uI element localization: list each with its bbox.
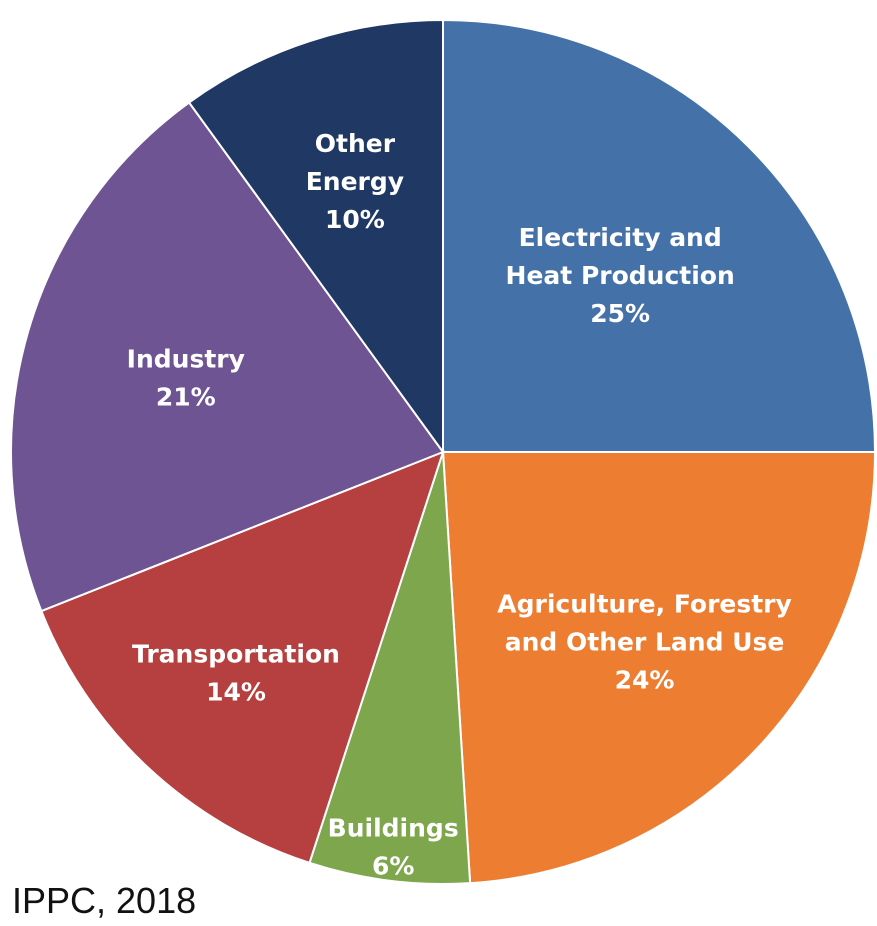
pie-slice — [40, 450, 445, 865]
slice-value-label: 14% — [206, 677, 266, 706]
slice-name-label: and Other Land Use — [505, 627, 785, 656]
slice-name-label: Buildings — [328, 813, 459, 842]
slice-value-label: 25% — [590, 299, 650, 328]
slice-value-label: 10% — [325, 205, 385, 234]
pie-slice — [187, 18, 444, 456]
pie-slice — [441, 451, 877, 885]
slice-value-label: 6% — [372, 851, 414, 880]
slice-name-label: Agriculture, Forestry — [497, 589, 792, 618]
slice-name-label: Heat Production — [506, 261, 735, 290]
slice-name-label: Energy — [306, 167, 404, 196]
pie-slice — [442, 18, 877, 453]
pie-slice — [308, 451, 472, 885]
pie-slice — [10, 101, 445, 613]
slice-value-label: 21% — [156, 382, 216, 411]
slice-name-label: Transportation — [132, 639, 340, 668]
slice-name-label: Electricity and — [519, 223, 722, 252]
source-citation: IPPC, 2018 — [12, 880, 197, 921]
slice-name-label: Industry — [127, 344, 245, 373]
slice-value-label: 24% — [615, 665, 675, 694]
slice-name-label: Other — [315, 129, 396, 158]
